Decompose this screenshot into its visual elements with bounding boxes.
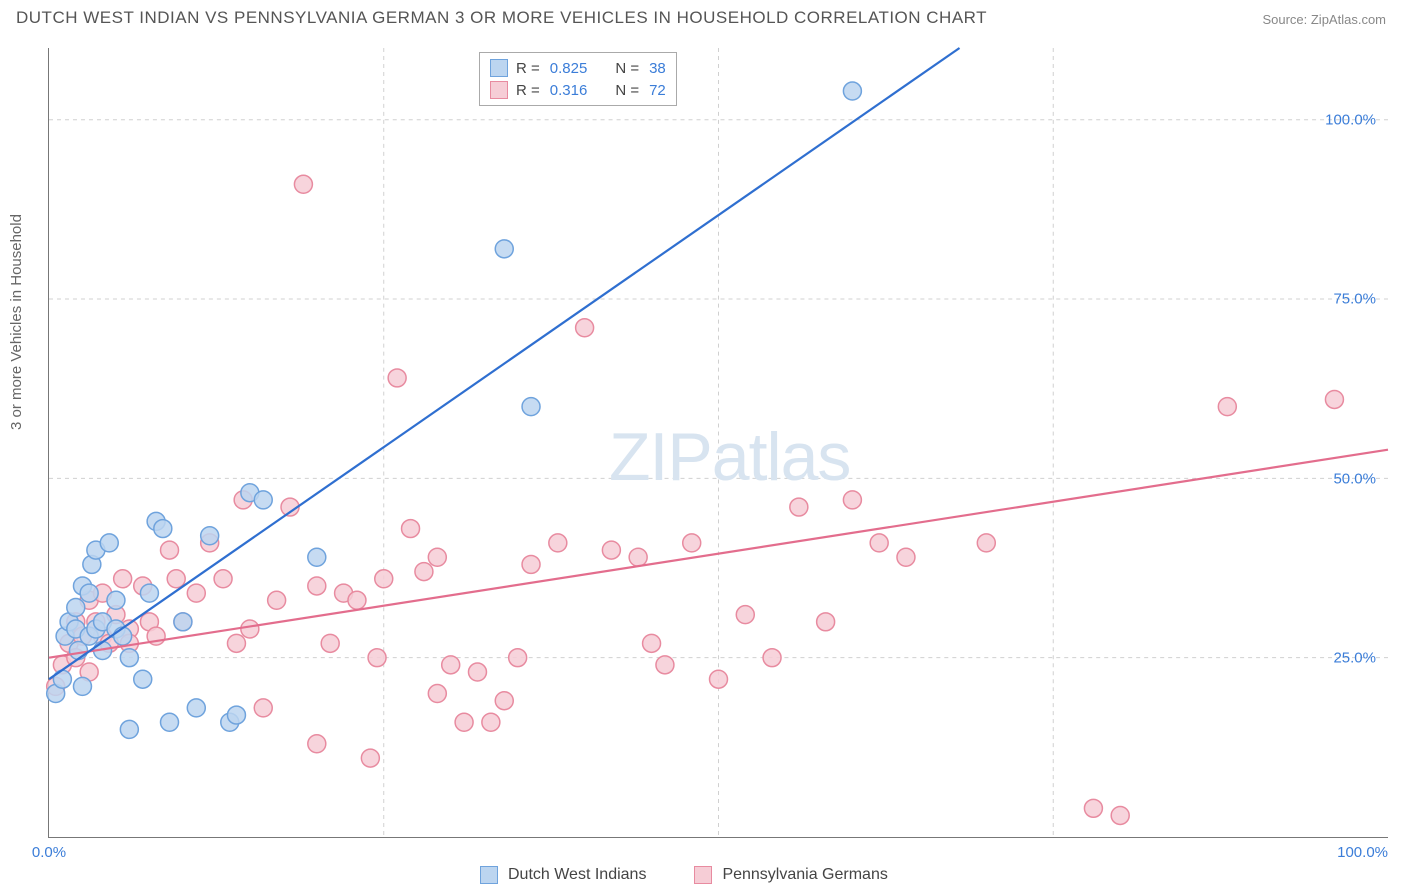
stats-legend: R = 0.825 N = 38 R = 0.316 N = 72 — [479, 52, 677, 106]
scatter-svg — [49, 48, 1388, 837]
y-tick-label: 75.0% — [1333, 291, 1376, 308]
r-label: R = — [516, 60, 540, 77]
legend-item-dwi: Dutch West Indians — [480, 866, 646, 884]
stats-row-dwi: R = 0.825 N = 38 — [490, 57, 666, 79]
n-label: N = — [615, 82, 639, 99]
swatch-pag-bottom — [694, 866, 712, 884]
series-legend: Dutch West Indians Pennsylvania Germans — [480, 866, 888, 884]
chart-title: DUTCH WEST INDIAN VS PENNSYLVANIA GERMAN… — [16, 8, 987, 28]
swatch-pag — [490, 81, 508, 99]
stats-row-pag: R = 0.316 N = 72 — [490, 79, 666, 101]
y-tick-label: 25.0% — [1333, 650, 1376, 667]
swatch-dwi-bottom — [480, 866, 498, 884]
legend-label-pag: Pennsylvania Germans — [722, 866, 887, 884]
y-axis-label: 3 or more Vehicles in Household — [8, 214, 25, 430]
y-tick-label: 50.0% — [1333, 470, 1376, 487]
legend-label-dwi: Dutch West Indians — [508, 866, 646, 884]
source-attribution: Source: ZipAtlas.com — [1262, 12, 1386, 27]
r-label: R = — [516, 82, 540, 99]
legend-item-pag: Pennsylvania Germans — [694, 866, 887, 884]
y-tick-label: 100.0% — [1325, 111, 1376, 128]
plot-area: R = 0.825 N = 38 R = 0.316 N = 72 ZIPatl… — [48, 48, 1388, 838]
n-label: N = — [615, 60, 639, 77]
n-value-dwi: 38 — [649, 60, 666, 77]
x-tick-label: 0.0% — [32, 844, 66, 861]
swatch-dwi — [490, 59, 508, 77]
x-tick-label: 100.0% — [1337, 844, 1388, 861]
r-value-pag: 0.316 — [550, 82, 588, 99]
r-value-dwi: 0.825 — [550, 60, 588, 77]
n-value-pag: 72 — [649, 82, 666, 99]
